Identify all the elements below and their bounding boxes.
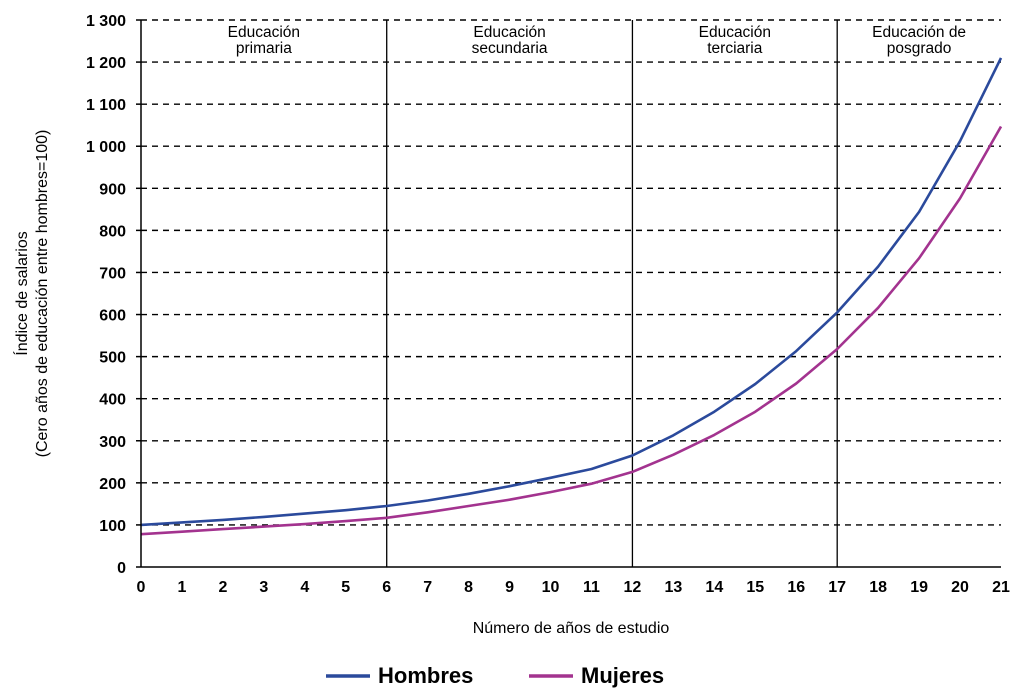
x-tick-label: 12 <box>624 579 642 596</box>
gridlines <box>141 19 1001 526</box>
x-tick-label: 17 <box>828 579 846 596</box>
x-tick-label: 11 <box>583 579 600 596</box>
y-tick-label: 1 200 <box>86 55 126 72</box>
y-tick-label: 600 <box>99 308 126 325</box>
x-tick-label: 14 <box>705 579 723 596</box>
x-tick-label: 5 <box>341 579 350 596</box>
region-label: posgrado <box>887 40 952 57</box>
x-tick-label: 8 <box>464 579 473 596</box>
series-line-hombres <box>140 57 1003 527</box>
x-tick-label: 0 <box>137 579 146 596</box>
region-label: primaria <box>236 40 292 57</box>
axes <box>136 19 1001 568</box>
x-tick-label: 16 <box>787 579 805 596</box>
region-label: Educación <box>473 24 545 41</box>
x-tick-label: 1 <box>177 579 186 596</box>
y-axis-title-line-1: Índice de salarios <box>12 231 31 356</box>
x-tick-label: 19 <box>910 579 928 596</box>
x-tick-label: 4 <box>300 579 309 596</box>
x-tick-label: 6 <box>382 579 391 596</box>
region-labels: EducaciónprimariaEducaciónsecundariaEduc… <box>228 24 966 57</box>
region-dividers <box>386 20 838 567</box>
y-axis-title: Índice de salarios (Cero años de educaci… <box>12 130 51 458</box>
y-tick-label: 400 <box>99 392 126 409</box>
x-tick-labels: 0 1 2 3 4 5 6 7 8 9 10 11 12 13 14 15 16 17 18 19 20 21 <box>137 579 1010 596</box>
y-tick-label: 0 <box>117 560 126 577</box>
y-tick-label: 300 <box>99 434 126 451</box>
y-tick-label: 1 000 <box>86 139 126 156</box>
y-tick-label: 800 <box>99 223 126 240</box>
x-tick-label: 13 <box>664 579 682 596</box>
series-lines <box>140 57 1003 536</box>
y-tick-label: 1 300 <box>86 13 126 30</box>
region-label: secundaria <box>472 40 548 57</box>
x-tick-label: 2 <box>218 579 227 596</box>
x-tick-label: 9 <box>505 579 514 596</box>
x-tick-label: 10 <box>542 579 560 596</box>
y-tick-labels: 0 100 200 300 400 500 600 700 800 900 1 000 1 100 1 … <box>86 13 126 577</box>
x-tick-label: 15 <box>746 579 764 596</box>
region-label: Educación <box>228 24 300 41</box>
y-tick-label: 900 <box>99 181 126 198</box>
y-tick-label: 100 <box>99 518 126 535</box>
x-tick-label: 21 <box>992 579 1010 596</box>
x-tick-label: 3 <box>259 579 268 596</box>
y-tick-label: 500 <box>99 350 126 367</box>
y-tick-label: 700 <box>99 265 126 282</box>
region-label: Educación de <box>872 24 966 41</box>
x-tick-label: 7 <box>423 579 432 596</box>
region-label: terciaria <box>707 40 763 57</box>
x-tick-label: 18 <box>869 579 887 596</box>
legend: Hombres Mujeres <box>326 663 664 688</box>
y-tick-label: 200 <box>99 476 126 493</box>
series-line-mujeres <box>140 125 1003 536</box>
y-tick-label: 1 100 <box>86 97 126 114</box>
region-label: Educación <box>699 24 771 41</box>
y-axis-title-line-2: (Cero años de educación entre hombres=10… <box>34 130 51 458</box>
legend-label-hombres: Hombres <box>378 663 473 688</box>
x-axis-title: Número de años de estudio <box>473 620 670 637</box>
x-tick-label: 20 <box>951 579 969 596</box>
legend-label-mujeres: Mujeres <box>581 663 664 688</box>
